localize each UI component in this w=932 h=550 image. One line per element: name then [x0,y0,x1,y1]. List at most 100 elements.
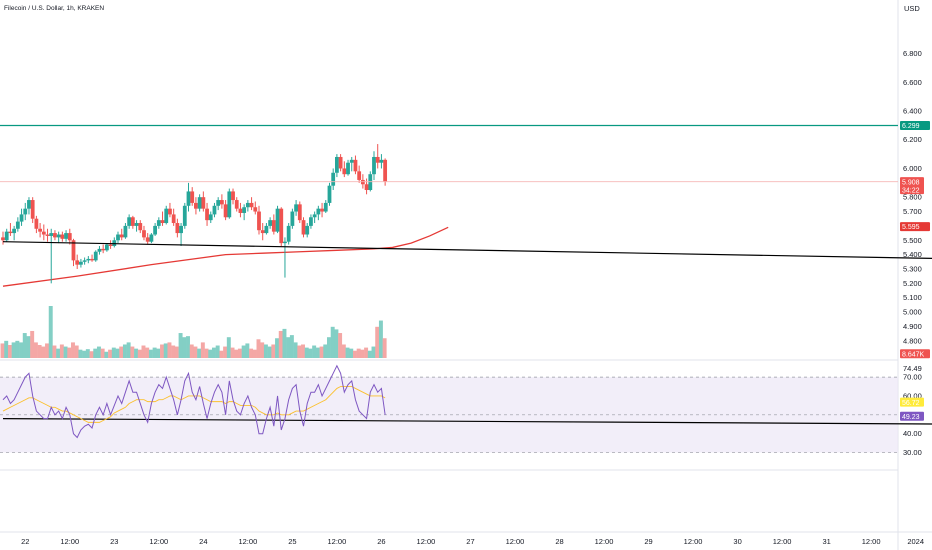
candle-body [264,225,269,234]
volume-bar [271,344,276,358]
candle-body [271,220,276,232]
time-tick-label: 12:00 [417,537,436,546]
rsi-trendline [2,418,932,425]
candle-body [53,233,57,238]
candle-body [104,244,109,251]
price-tick-label: 5.800 [903,193,922,202]
time-tick-label: 12:00 [684,537,703,546]
time-tick-label: 12:00 [149,537,168,546]
volume-bar [108,349,113,358]
volume-bar [100,348,105,358]
candle-body [41,231,46,235]
volume-bar [163,343,168,358]
volume-bar [111,347,116,358]
volume-bar [260,342,265,358]
moving-average-price-tag: 5.595 [902,224,920,231]
candle-body [101,248,106,251]
volume-bar [141,345,146,358]
time-tick-label: 24 [199,537,207,546]
volume-bar [249,348,254,358]
time-tick-label: 2024 [907,537,924,546]
candle-body [134,223,139,226]
time-tick-label: 12:00 [328,537,347,546]
volume-bar [119,346,124,358]
rsi-ma-tag: 56.72 [902,400,920,407]
candle-body [182,205,187,226]
volume-bar [293,342,298,358]
volume-bar [126,342,131,358]
volume-bar [137,349,142,358]
volume-bar [308,348,313,358]
volume-bar [171,345,176,358]
volume-bar [304,347,309,358]
price-tick-label: 4.800 [903,336,922,345]
volume-bar [89,351,94,358]
volume-bar [71,342,75,358]
candle-body [338,156,343,169]
volume-bar [378,320,383,358]
candle-body [346,162,350,175]
price-tick-label: 6.000 [903,164,922,173]
price-tick-label: 5.700 [903,207,922,216]
volume-bar [219,350,224,358]
candle-body [119,234,124,238]
time-tick-label: 28 [555,537,563,546]
price-tick-label: 6.200 [903,135,922,144]
volume-bar [130,346,135,358]
time-tick-label: 22 [21,537,29,546]
time-tick-label: 27 [466,537,474,546]
volume-bar [4,340,9,358]
candle-body [253,207,258,212]
candle-body [127,217,132,226]
candle-body [227,191,232,218]
countdown-tag: 34:22 [902,187,920,194]
candle-body [38,228,42,232]
volume-bar [223,346,228,358]
price-trendline [2,241,932,259]
candle-body [349,159,354,163]
candle-body [275,208,280,232]
candle-body [379,159,384,163]
volume-bar [297,345,302,358]
price-tick-label: 6.600 [903,78,922,87]
candle-body [327,185,332,203]
volume-bar [74,345,79,358]
candle-body [145,237,150,242]
candle-body [305,225,310,235]
volume-bar [375,326,380,358]
time-tick-label: 26 [377,537,385,546]
volume-bar [282,328,287,358]
volume-bar [56,348,61,358]
candle-body [86,258,91,261]
volume-bar [45,343,49,358]
rsi-lines [2,364,386,439]
volume-bar [360,349,365,358]
volume-bar [152,347,157,358]
price-tick-label: 6.800 [903,49,922,58]
trendlines[interactable] [2,241,932,425]
volume-bar [148,349,153,358]
candle-body [219,200,224,205]
volume-value-tag: 8.647K [902,351,925,358]
candle-body [383,159,388,182]
candle-body [290,211,295,226]
volume-bar [104,351,109,358]
volume-bar [367,350,372,358]
volume-bar [349,348,354,358]
candle-body [201,197,206,209]
candle-body [194,202,198,209]
volume-bar [278,330,283,358]
candle-body [67,233,72,241]
candle-body [257,211,261,231]
volume-bar [96,346,101,358]
candle-body [45,234,50,236]
candle-body [79,261,83,265]
time-tick-label: 12:00 [862,537,881,546]
time-tick-label: 12:00 [60,537,79,546]
volume-bar [382,338,387,358]
volume-bar [0,343,5,358]
candle-body [30,200,35,219]
